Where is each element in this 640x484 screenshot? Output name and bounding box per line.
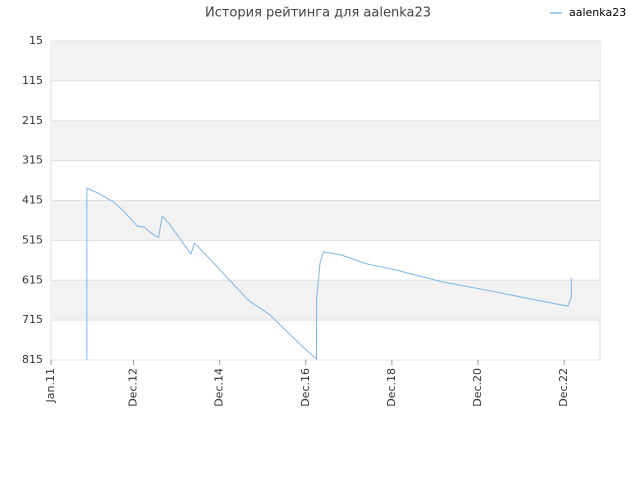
x-tick-label: Dec.16 xyxy=(299,368,312,407)
y-tick-label: 715 xyxy=(22,313,43,326)
x-tick-label: Dec.14 xyxy=(213,368,226,407)
x-tick-label: Dec.12 xyxy=(127,368,140,407)
x-tick-label: Dec.18 xyxy=(385,368,398,407)
y-tick-label: 815 xyxy=(22,353,43,366)
legend-label: aalenka23 xyxy=(569,6,626,19)
x-tick-label: Jan.11 xyxy=(44,368,57,403)
grid-band xyxy=(51,280,600,321)
y-tick-label: 15 xyxy=(29,34,43,47)
x-tick-label: Dec.22 xyxy=(557,368,570,407)
y-tick-label: 115 xyxy=(22,74,43,87)
y-tick-label: 615 xyxy=(22,273,43,286)
chart-title: История рейтинга для aalenka23 xyxy=(205,6,431,21)
y-tick-label: 415 xyxy=(22,194,43,207)
y-tick-label: 215 xyxy=(22,114,43,127)
y-tick-label: 315 xyxy=(22,154,43,167)
line xyxy=(86,187,572,361)
grid-band xyxy=(51,120,600,161)
x-tick-label: Dec.20 xyxy=(471,368,484,407)
y-tick-label: 515 xyxy=(22,233,43,246)
grid-band xyxy=(51,41,600,81)
grid-band xyxy=(51,200,600,241)
